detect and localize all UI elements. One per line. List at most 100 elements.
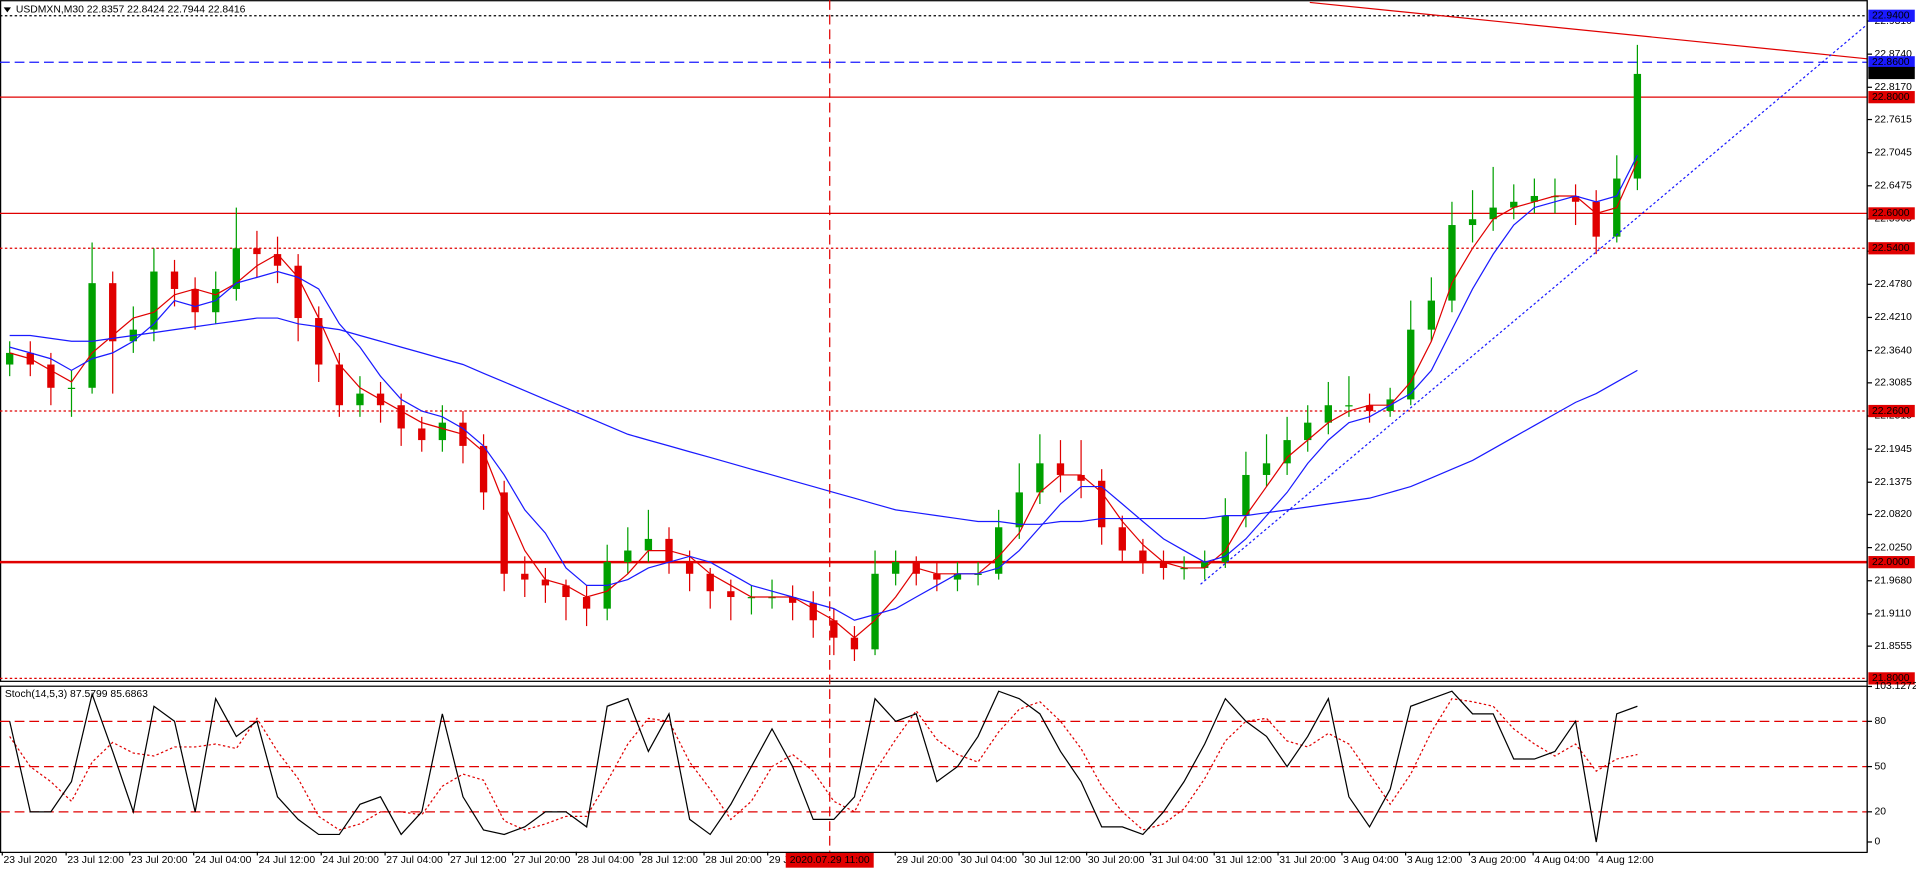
x-tick-label: 27 Jul 04:00 <box>386 855 443 866</box>
plot-area <box>0 1 1868 680</box>
y-tick-label: 22.3640 <box>1874 345 1912 356</box>
candle-body <box>315 318 323 365</box>
price-label-box <box>1868 672 1915 685</box>
candle-body <box>1036 463 1044 493</box>
candle-body <box>953 573 962 580</box>
price-label-box <box>1868 404 1915 418</box>
candle-body <box>1077 474 1085 481</box>
candle-body <box>1571 195 1580 202</box>
candle-body <box>1633 73 1642 179</box>
moving-average <box>9 160 1638 639</box>
x-tick-label: 29 Jul 20:00 <box>896 855 953 866</box>
x-tick-label: 27 Jul 12:00 <box>450 855 507 866</box>
candle-body <box>1221 515 1229 563</box>
candle-body <box>1592 201 1600 237</box>
x-tick-label: 23 Jul 12:00 <box>67 855 124 866</box>
candle-body <box>335 364 344 406</box>
x-tick-label: 3 Aug 12:00 <box>1407 855 1463 866</box>
x-tick-label: 24 Jul 20:00 <box>322 855 379 866</box>
y-tick-label: 0 <box>1874 837 1880 848</box>
candle-body <box>1159 562 1168 568</box>
candle-body <box>1056 463 1065 475</box>
x-tick-label: 30 Jul 20:00 <box>1088 855 1145 866</box>
y-tick-label: 21.9110 <box>1874 609 1911 620</box>
candle-body <box>541 579 550 586</box>
candle-body <box>768 597 776 599</box>
candle-body <box>47 364 55 388</box>
y-tick-label: 22.4210 <box>1874 312 1912 323</box>
y-tick-label: 20 <box>1874 807 1886 818</box>
price-label: 21.8000 <box>1872 673 1910 684</box>
candle-body <box>809 602 817 621</box>
y-tick-label: 22.4780 <box>1874 279 1912 290</box>
candle-body <box>67 387 76 390</box>
candle-body <box>871 573 879 650</box>
candle-body <box>644 538 653 551</box>
x-tick-label: 27 Jul 20:00 <box>514 855 571 866</box>
moving-average <box>9 317 1638 525</box>
candle-body <box>253 248 261 255</box>
y-tick-label: 22.8170 <box>1874 82 1912 93</box>
y-tick-label: 22.8740 <box>1874 49 1912 60</box>
candle-body <box>170 271 179 289</box>
x-tick-label: 28 Jul 04:00 <box>578 855 635 866</box>
y-tick-label: 50 <box>1874 761 1886 772</box>
price-label: 22.0000 <box>1872 557 1910 568</box>
y-tick-label: 22.3085 <box>1874 378 1912 389</box>
x-tick-label: 31 Jul 04:00 <box>1152 855 1209 866</box>
menu-arrow[interactable] <box>3 7 11 13</box>
y-tick-label: 22.7045 <box>1874 147 1912 158</box>
crosshair-time-label: 2020.07.29 11:00 <box>790 855 870 866</box>
candle-body <box>1448 225 1456 301</box>
candle-body <box>1180 567 1188 570</box>
candle-body <box>356 393 364 406</box>
price-label: 22.5400 <box>1872 243 1910 254</box>
candle-body <box>685 562 694 574</box>
candle-body <box>1283 440 1291 464</box>
candle-body <box>273 254 282 266</box>
candle-body <box>1530 195 1539 202</box>
x-tick-label: 31 Jul 12:00 <box>1215 855 1272 866</box>
x-tick-label: 31 Jul 20:00 <box>1279 855 1336 866</box>
candle-body <box>1427 300 1436 330</box>
candle-body <box>1407 329 1415 400</box>
y-tick-label: 22.1375 <box>1874 477 1912 488</box>
candle-body <box>1324 405 1332 423</box>
x-tick-label: 4 Aug 12:00 <box>1598 855 1654 866</box>
trendline <box>1309 1 1868 60</box>
price-label: 22.9400 <box>1872 11 1910 22</box>
candle-body <box>747 597 756 599</box>
candle-body <box>1365 405 1374 412</box>
x-tick-label: 3 Aug 20:00 <box>1471 855 1527 866</box>
candle-body <box>1468 219 1477 226</box>
candle-body <box>562 585 570 598</box>
x-tick-label: 24 Jul 04:00 <box>195 855 252 866</box>
trendline <box>1200 24 1868 585</box>
candle-body <box>1139 550 1147 563</box>
candle-body <box>150 271 158 330</box>
price-label: 22.6000 <box>1872 208 1910 219</box>
candle-body <box>479 445 488 493</box>
candle-body <box>232 248 240 289</box>
y-tick-label: 22.0250 <box>1874 542 1912 553</box>
price-label-box <box>1868 56 1915 69</box>
price-label: 22.8600 <box>1872 57 1910 68</box>
main-title: USDMXN,M30 22.8357 22.8424 22.7944 22.84… <box>16 5 246 16</box>
price-label: 22.8000 <box>1872 92 1910 103</box>
candle-body <box>294 265 302 319</box>
candle-body <box>1510 201 1518 208</box>
price-label: 22.8416 <box>1872 68 1910 79</box>
moving-average <box>9 155 1638 621</box>
y-tick-label: 22.1945 <box>1874 444 1912 455</box>
stoch-line <box>9 698 1638 831</box>
candle-body <box>500 492 508 574</box>
candle-body <box>88 283 96 388</box>
x-tick-label: 28 Jul 12:00 <box>641 855 698 866</box>
price-label-box <box>1868 9 1915 22</box>
candle-body <box>1242 474 1250 516</box>
y-tick-label: 80 <box>1874 716 1886 727</box>
x-tick-label: 4 Aug 04:00 <box>1534 855 1590 866</box>
candle-body <box>1201 562 1209 568</box>
candle-body <box>727 591 735 598</box>
